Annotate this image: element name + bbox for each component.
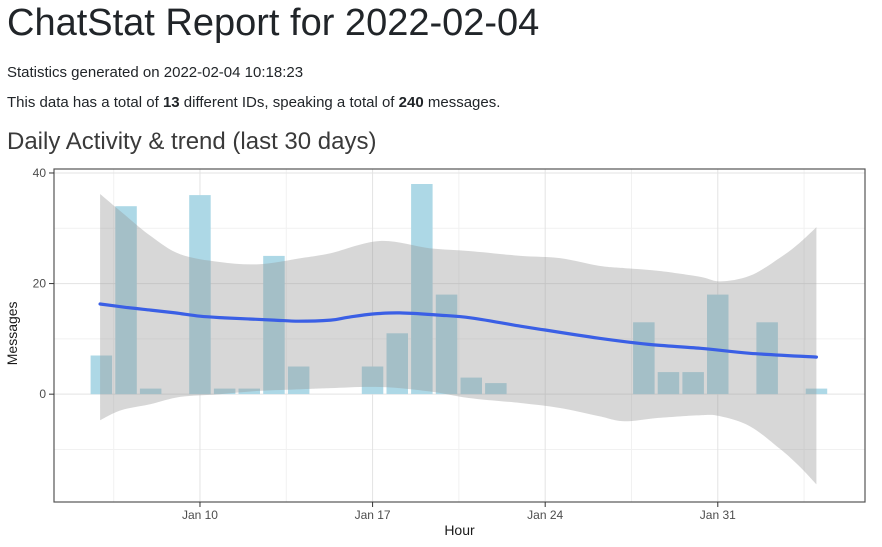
activity-bar (238, 389, 260, 395)
section-heading: Daily Activity & trend (last 30 days) (7, 127, 377, 155)
summary-id-count: 13 (162, 93, 180, 111)
summary-suffix: messages. (423, 93, 501, 111)
activity-bar (90, 355, 113, 395)
x-tick-label: Jan 17 (355, 508, 391, 522)
panel-border (53, 168, 866, 504)
y-axis-title: Messages (4, 302, 20, 366)
y-tick-label: 0 (39, 388, 46, 402)
activity-bar (189, 195, 211, 395)
activity-bar (485, 383, 507, 395)
summary-prefix: This data has a total of (7, 93, 163, 111)
x-tick-label: Jan 31 (700, 508, 736, 522)
activity-bar (756, 322, 778, 395)
activity-bar (361, 366, 384, 395)
y-tick-label: 20 (33, 277, 47, 291)
panel-background (54, 169, 865, 503)
activity-bar (411, 184, 433, 395)
generated-timestamp: Statistics generated on 2022-02-04 10:18… (7, 63, 304, 81)
x-tick-label: Jan 24 (527, 508, 563, 522)
activity-bar (263, 256, 285, 395)
activity-bar (460, 378, 482, 395)
activity-bar (287, 366, 310, 395)
activity-bar (386, 333, 408, 395)
x-tick-label: Jan 10 (182, 508, 218, 522)
x-axis-title: Hour (444, 522, 475, 538)
activity-bar (657, 372, 680, 395)
summary-line: This data has a total of 13 different ID… (7, 92, 882, 113)
trend-line (98, 302, 818, 360)
summary-message-count: 240 (398, 93, 424, 111)
activity-bar (633, 322, 655, 395)
confidence-ribbon (100, 194, 817, 485)
activity-bar (707, 295, 729, 395)
activity-bar (213, 389, 236, 395)
page-title: ChatStat Report for 2022-02-04 (7, 2, 540, 44)
activity-bar (115, 206, 137, 395)
activity-bar (805, 389, 828, 395)
summary-middle: different IDs, speaking a total of (179, 93, 399, 111)
activity-bar (139, 389, 162, 395)
report-header: ChatStat Report for 2022-02-04 Statistic… (0, 2, 882, 156)
daily-activity-chart: Jan 10 Jan 17 Jan 24 Jan 31 0 20 40 Hour Message… (4, 166, 866, 538)
activity-bar (435, 295, 458, 395)
y-tick-label: 40 (33, 166, 47, 180)
activity-bar (682, 372, 704, 395)
